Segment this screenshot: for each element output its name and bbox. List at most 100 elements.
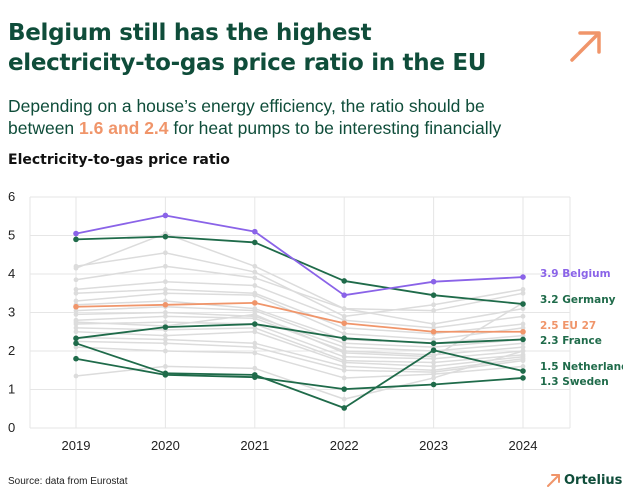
y-tick-label-4: 4 <box>8 266 15 281</box>
background-series-4-point-2020 <box>163 287 168 292</box>
background-series-5-point-2021 <box>252 292 258 298</box>
series-sweden-point-2019 <box>73 355 79 362</box>
background-series-16-point-2023 <box>431 375 436 381</box>
background-series <box>73 231 526 402</box>
background-series-13-point-2020 <box>163 337 168 342</box>
background-series-8-point-2020 <box>163 310 168 315</box>
background-series-11-point-2019 <box>73 325 79 331</box>
series-belgium-point-2019 <box>73 230 79 237</box>
background-series-2-point-2024 <box>520 306 526 312</box>
series-france-line <box>75 323 524 345</box>
background-series-17-point-2023 <box>431 354 436 360</box>
background-series-9-point-2024 <box>520 344 526 350</box>
y-tick-label-0: 0 <box>8 420 15 435</box>
background-series-12-point-2021 <box>252 329 258 335</box>
series-label-france: 2.3 France <box>540 335 602 347</box>
series-eu-27-line <box>75 301 523 333</box>
series-netherlands-line <box>75 342 524 409</box>
x-tick-label-2024: 2024 <box>509 438 538 453</box>
background-series-12-line <box>75 331 524 368</box>
source-note: Source: data from Eurostat <box>8 476 128 487</box>
background-series-17-point-2019 <box>73 319 79 325</box>
y-tick-label-3: 3 <box>8 305 15 320</box>
background-series-10-point-2022 <box>341 354 347 360</box>
series-germany-line <box>75 235 524 305</box>
series-belgium-point-2024 <box>520 274 526 280</box>
series-label-netherlands: 1.5 Netherlands <box>540 361 623 373</box>
subtitle-line-2: between 1.6 and 2.4 for heat pumps to be… <box>8 117 608 139</box>
x-tick-label-2022: 2022 <box>330 438 359 453</box>
background-series-4-point-2022 <box>341 325 347 331</box>
series-germany-point-2020 <box>162 233 169 240</box>
background-series-12-point-2022 <box>341 360 347 365</box>
background-series-15-point-2022 <box>341 375 347 381</box>
highlighted-series <box>73 212 526 411</box>
x-axis: 2019 2020 2021 2022 2023 2024 <box>62 438 538 453</box>
series-netherlands-point-2023 <box>430 347 437 354</box>
background-series-2-point-2020 <box>163 263 168 269</box>
background-series-1-line <box>75 252 524 318</box>
background-series-0-line <box>75 232 524 312</box>
background-series-12-point-2019 <box>73 329 79 335</box>
series-eu-27-point-2022 <box>341 320 348 327</box>
background-series-7-point-2021 <box>252 308 258 313</box>
series-eu-27-point-2021 <box>252 300 258 306</box>
subtitle-line-2-end: for heat pumps to be interesting financi… <box>168 118 502 138</box>
series-belgium-point-2021 <box>252 228 258 235</box>
background-series-16-point-2020 <box>163 364 168 369</box>
series-netherlands-point-2024 <box>520 368 526 374</box>
background-series-1-point-2022 <box>341 313 347 319</box>
background-series-3-point-2023 <box>431 325 436 331</box>
background-series-14-point-2020 <box>163 340 168 346</box>
background-series-5-point-2020 <box>163 290 168 296</box>
series-sweden-point-2023 <box>430 381 437 388</box>
brand-logo-icon <box>547 474 560 487</box>
x-tick-label-2021: 2021 <box>240 438 269 453</box>
series-label-belgium: 3.9 Belgium <box>540 268 611 280</box>
background-series-5-point-2024 <box>520 325 526 331</box>
background-series-8-point-2024 <box>520 340 526 346</box>
series-eu-27-point-2023 <box>430 328 437 335</box>
series-netherlands-point-2020 <box>162 370 169 377</box>
background-series-9-point-2021 <box>252 315 258 321</box>
series-france-point-2021 <box>252 321 258 327</box>
background-series-14-point-2021 <box>252 344 258 350</box>
series-labels: 3.9 Belgium 3.2 Germany 2.5 EU 27 2.3 Franc… <box>540 268 623 388</box>
background-series-11-point-2021 <box>252 325 258 331</box>
background-series-5-point-2022 <box>341 331 347 337</box>
series-belgium-point-2022 <box>341 292 348 298</box>
background-series-1-point-2019 <box>73 263 79 269</box>
background-series-17-point-2021 <box>252 312 258 317</box>
background-series-3-point-2021 <box>252 283 258 288</box>
background-series-10-point-2020 <box>163 319 168 325</box>
background-series-3-point-2020 <box>163 279 168 285</box>
chart-title: Electricity-to-gas price ratio <box>8 152 230 168</box>
x-tick-label-2019: 2019 <box>62 438 91 453</box>
background-series-6-point-2020 <box>163 298 168 304</box>
background-series-17-point-2022 <box>341 350 347 356</box>
headline-line-2: electricity-to-gas price ratio in the EU <box>8 50 487 76</box>
chart-subtitle: Depending on a house’s energy efficiency… <box>8 95 608 139</box>
background-series-2-point-2021 <box>252 275 258 281</box>
y-tick-label-1: 1 <box>8 382 15 397</box>
background-series-1-point-2020 <box>163 250 168 256</box>
background-series-4-point-2019 <box>73 290 79 296</box>
series-belgium-line <box>75 214 524 297</box>
series-netherlands-point-2022 <box>341 405 348 411</box>
background-series-2-point-2022 <box>341 306 347 312</box>
background-series-5-point-2023 <box>431 337 436 342</box>
background-series-15-point-2024 <box>520 364 526 369</box>
background-series-7-point-2019 <box>73 308 79 313</box>
background-series-16-point-2024 <box>520 348 526 354</box>
background-series-16-point-2021 <box>252 365 258 371</box>
background-series-7-line <box>75 305 524 348</box>
headline-line-1: Belgium still has the highest <box>8 20 372 46</box>
background-series-0-point-2024 <box>520 290 526 296</box>
background-series-3-point-2019 <box>73 287 79 292</box>
background-series-3-line <box>75 280 524 329</box>
background-series-15-point-2023 <box>431 371 436 377</box>
background-series-13-point-2021 <box>252 340 258 346</box>
background-series-7-point-2022 <box>341 340 347 346</box>
brand-name: Ortelius <box>564 472 623 488</box>
